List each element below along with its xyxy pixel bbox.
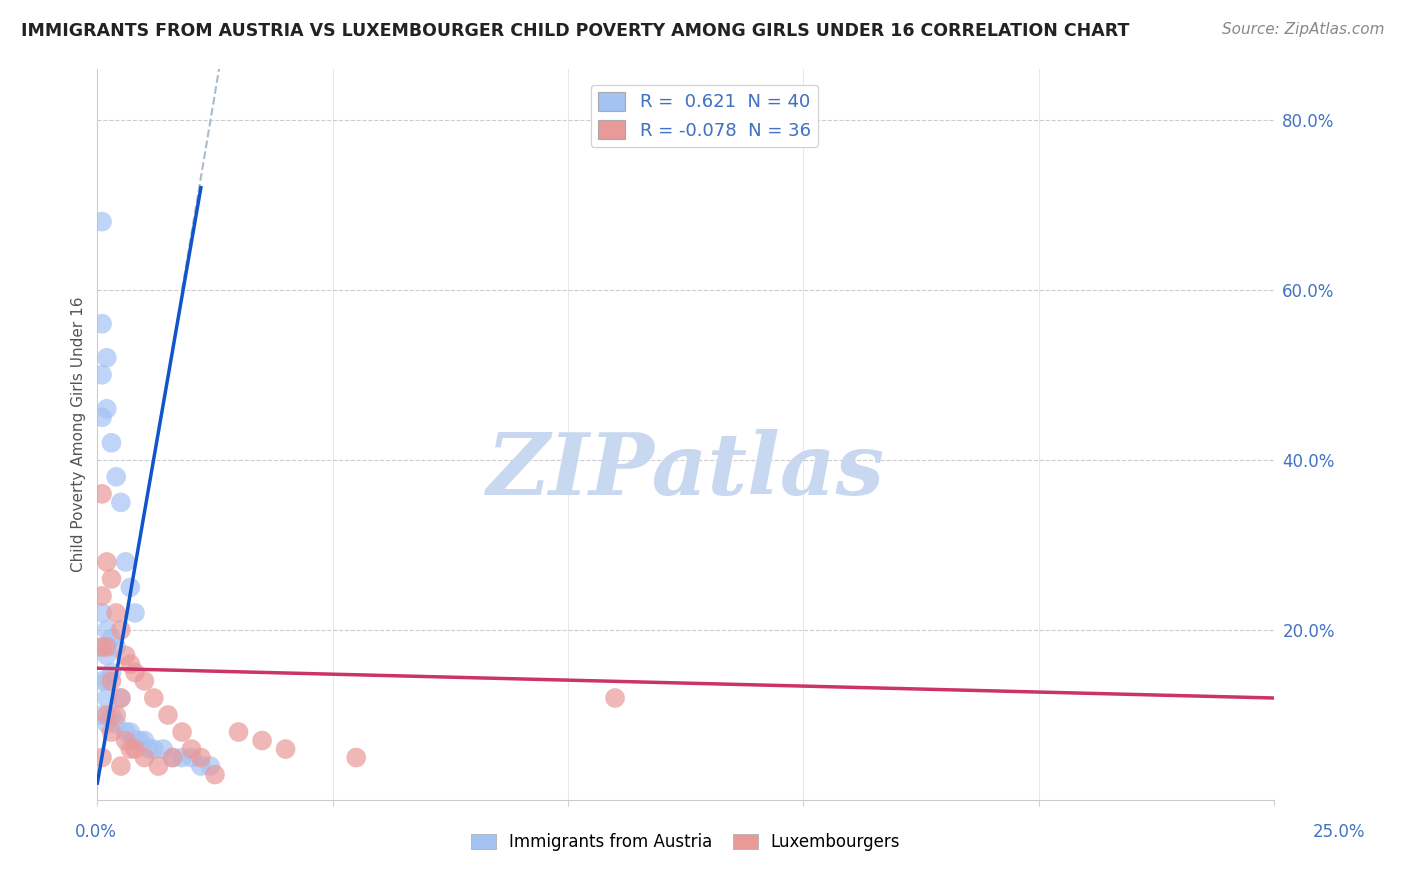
Point xyxy=(96,401,118,416)
Point xyxy=(91,589,114,603)
Point xyxy=(96,691,118,706)
Point xyxy=(142,691,165,706)
Point xyxy=(91,640,114,654)
Point xyxy=(100,435,122,450)
Point xyxy=(91,214,114,228)
Point xyxy=(91,368,114,382)
Text: IMMIGRANTS FROM AUSTRIA VS LUXEMBOURGER CHILD POVERTY AMONG GIRLS UNDER 16 CORRE: IMMIGRANTS FROM AUSTRIA VS LUXEMBOURGER … xyxy=(21,22,1129,40)
Point xyxy=(110,691,132,706)
Point xyxy=(96,673,118,688)
Point xyxy=(96,648,118,663)
Legend: R =  0.621  N = 40, R = -0.078  N = 36: R = 0.621 N = 40, R = -0.078 N = 36 xyxy=(591,85,818,147)
Point xyxy=(100,725,122,739)
Point xyxy=(124,665,146,680)
Point xyxy=(204,767,226,781)
Point xyxy=(162,750,184,764)
Point xyxy=(128,733,150,747)
Point xyxy=(96,640,118,654)
Point xyxy=(134,733,156,747)
Point xyxy=(200,759,222,773)
Point xyxy=(91,410,114,425)
Point xyxy=(148,759,170,773)
Point xyxy=(120,725,142,739)
Point xyxy=(105,708,128,723)
Point xyxy=(105,640,128,654)
Point xyxy=(142,742,165,756)
Point xyxy=(120,657,142,671)
Point xyxy=(603,691,626,706)
Point xyxy=(96,555,118,569)
Point xyxy=(96,716,118,731)
Point xyxy=(91,708,114,723)
Point xyxy=(124,606,146,620)
Point xyxy=(124,742,146,756)
Point xyxy=(190,750,212,764)
Point xyxy=(228,725,250,739)
Point xyxy=(152,742,174,756)
Point xyxy=(91,750,114,764)
Point xyxy=(190,759,212,773)
Point xyxy=(96,351,118,365)
Text: Source: ZipAtlas.com: Source: ZipAtlas.com xyxy=(1222,22,1385,37)
Point xyxy=(110,759,132,773)
Point xyxy=(274,742,297,756)
Point xyxy=(91,640,114,654)
Point xyxy=(138,742,160,756)
Point xyxy=(100,632,122,646)
Text: ZIPatlas: ZIPatlas xyxy=(486,429,884,513)
Y-axis label: Child Poverty Among Girls Under 16: Child Poverty Among Girls Under 16 xyxy=(72,296,86,572)
Point xyxy=(96,623,118,637)
Point xyxy=(156,708,179,723)
Point xyxy=(114,648,136,663)
Point xyxy=(100,673,122,688)
Point xyxy=(120,581,142,595)
Point xyxy=(114,555,136,569)
Point xyxy=(105,606,128,620)
Point xyxy=(120,742,142,756)
Point xyxy=(91,317,114,331)
Text: 0.0%: 0.0% xyxy=(75,822,117,840)
Point xyxy=(114,733,136,747)
Point xyxy=(250,733,273,747)
Point xyxy=(134,750,156,764)
Point xyxy=(100,665,122,680)
Point xyxy=(96,708,118,723)
Point xyxy=(170,750,193,764)
Text: 25.0%: 25.0% xyxy=(1312,822,1365,840)
Point xyxy=(110,623,132,637)
Point xyxy=(180,750,202,764)
Point xyxy=(170,725,193,739)
Point xyxy=(105,716,128,731)
Point xyxy=(134,673,156,688)
Point xyxy=(100,572,122,586)
Point xyxy=(91,673,114,688)
Point xyxy=(91,606,114,620)
Point xyxy=(110,495,132,509)
Point xyxy=(110,691,132,706)
Point xyxy=(124,733,146,747)
Point xyxy=(100,708,122,723)
Point xyxy=(344,750,367,764)
Point xyxy=(162,750,184,764)
Point xyxy=(91,487,114,501)
Point xyxy=(114,725,136,739)
Point xyxy=(105,470,128,484)
Point xyxy=(180,742,202,756)
